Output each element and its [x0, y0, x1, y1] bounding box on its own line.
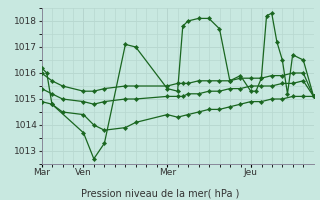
Text: Pression niveau de la mer( hPa ): Pression niveau de la mer( hPa ): [81, 188, 239, 198]
